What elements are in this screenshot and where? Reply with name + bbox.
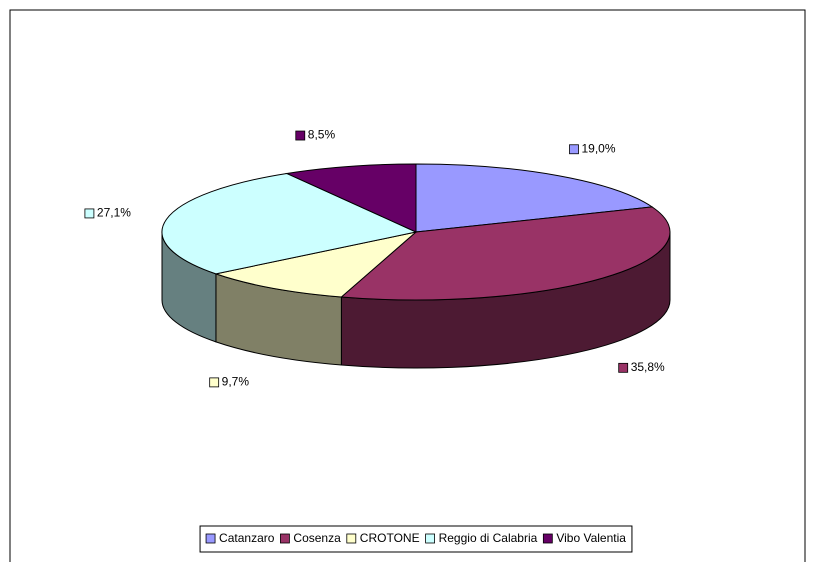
legend: Catanzaro Cosenza CROTONE Reggio di Calabri… bbox=[205, 531, 626, 545]
data-label-swatch bbox=[209, 377, 220, 388]
legend-label: Reggio di Calabria bbox=[439, 531, 538, 545]
pie-slice bbox=[214, 231, 418, 298]
pie-slice bbox=[161, 172, 418, 275]
legend-label: Vibo Valentia bbox=[556, 531, 626, 545]
data-label: 9,7% bbox=[222, 375, 250, 389]
data-labels: 19,0% 35,8% 9,7% 27,1% 8,5% bbox=[84, 128, 665, 389]
data-label: 27,1% bbox=[97, 206, 131, 220]
legend-box bbox=[199, 525, 633, 553]
data-label-swatch bbox=[569, 144, 579, 155]
pie-tops bbox=[161, 163, 671, 301]
legend-swatch bbox=[346, 533, 357, 544]
data-label: 19,0% bbox=[581, 141, 615, 155]
legend-swatch bbox=[542, 533, 553, 544]
legend-label: Cosenza bbox=[293, 531, 341, 545]
data-label-swatch bbox=[618, 362, 629, 373]
pie-slice bbox=[285, 163, 417, 233]
data-label-swatch bbox=[295, 130, 306, 141]
data-label-swatch bbox=[84, 208, 95, 219]
pie-slice bbox=[340, 206, 671, 301]
legend-label: CROTONE bbox=[360, 531, 420, 545]
legend-swatch bbox=[205, 533, 216, 544]
legend-swatch bbox=[280, 533, 290, 544]
pie-sides bbox=[161, 231, 671, 369]
pie-slice bbox=[415, 163, 654, 233]
data-label: 8,5% bbox=[308, 128, 336, 142]
data-label: 35,8% bbox=[631, 360, 665, 374]
legend-swatch bbox=[425, 533, 436, 544]
chart-border bbox=[9, 9, 806, 562]
legend-label: Catanzaro bbox=[219, 531, 275, 545]
